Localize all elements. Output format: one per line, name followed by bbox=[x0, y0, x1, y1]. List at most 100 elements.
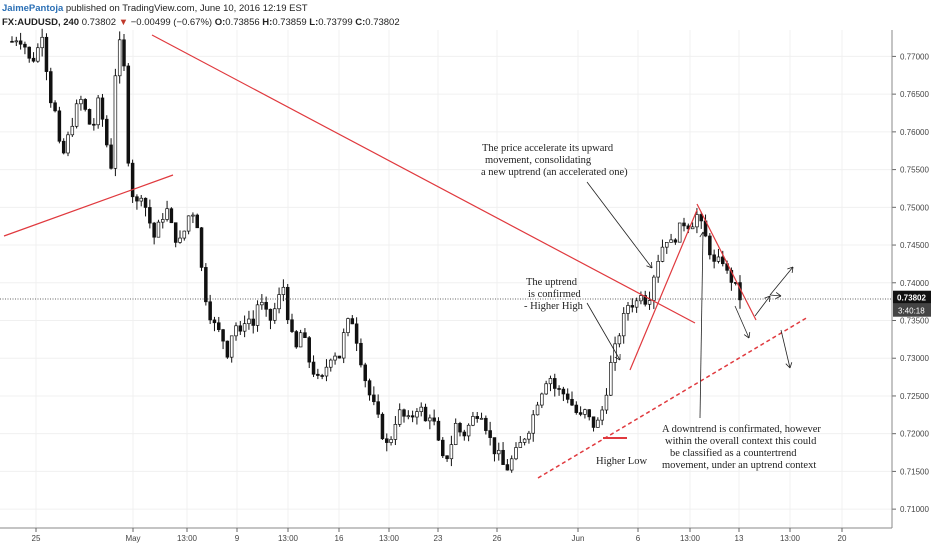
annotation-arrow[interactable] bbox=[586, 181, 653, 269]
candle bbox=[453, 418, 458, 446]
down-arrow-icon: ▼ bbox=[118, 17, 129, 28]
candle bbox=[428, 414, 432, 430]
high-value: 0.73859 bbox=[272, 17, 307, 28]
candle bbox=[484, 415, 488, 435]
candle bbox=[273, 302, 277, 324]
candle bbox=[238, 320, 243, 335]
candle bbox=[74, 99, 79, 129]
annotation-arrow[interactable] bbox=[734, 305, 751, 339]
last-price-tag-label: 0.73802 bbox=[897, 294, 926, 303]
last-price-tag bbox=[893, 290, 931, 304]
candle bbox=[126, 63, 131, 167]
annotation-arrow[interactable] bbox=[699, 231, 707, 419]
annotation-line: a new uptrend (an accelerated one) bbox=[481, 167, 628, 178]
candle bbox=[397, 403, 402, 427]
candle bbox=[298, 329, 303, 348]
x-tick-label: 13:00 bbox=[278, 534, 299, 543]
annotation-line: Higher Low bbox=[596, 456, 647, 467]
annotation-line: movement, consolidating bbox=[485, 155, 592, 166]
candle bbox=[604, 388, 609, 414]
x-tick-label: 16 bbox=[335, 534, 344, 543]
higher-low-note[interactable]: Higher Low bbox=[596, 456, 647, 467]
x-tick-label: 13:00 bbox=[780, 534, 801, 543]
candle bbox=[380, 412, 385, 440]
annotation-arrow[interactable] bbox=[754, 295, 771, 317]
annotation-arrow[interactable] bbox=[780, 329, 793, 369]
symbol-label[interactable]: FX:AUDUSD, 240 bbox=[2, 17, 80, 28]
high-label: H: bbox=[262, 17, 273, 28]
candle bbox=[367, 378, 372, 401]
candle bbox=[79, 95, 83, 111]
close-label: C: bbox=[355, 17, 366, 28]
candle bbox=[708, 233, 712, 260]
change-value: −0.00499 (−0.67%) bbox=[130, 17, 213, 28]
annotation-arrow[interactable] bbox=[586, 302, 621, 361]
annotation-line: A downtrend is confirmated, however bbox=[662, 424, 821, 435]
candle bbox=[716, 248, 721, 264]
annotation-line: - Higher High bbox=[524, 301, 584, 312]
candle bbox=[27, 46, 31, 63]
candle bbox=[527, 430, 531, 444]
candle bbox=[212, 316, 217, 332]
candle bbox=[682, 217, 686, 232]
candle bbox=[18, 32, 23, 50]
candle bbox=[53, 100, 57, 113]
descending-trendline[interactable] bbox=[151, 34, 696, 324]
candle bbox=[66, 131, 70, 157]
annotation-arrow[interactable] bbox=[769, 292, 782, 299]
candle bbox=[87, 108, 92, 125]
candle bbox=[574, 401, 579, 415]
annotation-line: The price accelerate its upward bbox=[482, 143, 614, 154]
accelerated-uptrend-note[interactable]: The price accelerate its upwardmovement,… bbox=[481, 143, 628, 178]
candle bbox=[303, 328, 307, 339]
candle bbox=[70, 117, 75, 137]
x-tick-label: 13 bbox=[735, 534, 744, 543]
last-price: 0.73802 bbox=[81, 17, 117, 28]
candle bbox=[242, 315, 247, 338]
candle bbox=[186, 215, 191, 235]
candle bbox=[100, 93, 105, 127]
downtrend-line[interactable] bbox=[696, 203, 757, 321]
candle bbox=[531, 410, 535, 442]
countdown-tag bbox=[893, 303, 931, 317]
candle bbox=[557, 385, 561, 396]
candle bbox=[699, 211, 703, 229]
candle bbox=[161, 213, 165, 229]
trendline-drawings bbox=[0, 34, 892, 479]
candle bbox=[385, 433, 389, 452]
close-value: 0.73802 bbox=[365, 17, 400, 28]
candle bbox=[436, 417, 441, 441]
candle bbox=[143, 197, 148, 217]
candle bbox=[389, 436, 393, 446]
publish-info: JaimePantoja published on TradingView.co… bbox=[2, 3, 308, 14]
author-link[interactable]: JaimePantoja bbox=[2, 3, 64, 14]
candle bbox=[173, 222, 178, 248]
annotation-arrow[interactable] bbox=[769, 266, 794, 296]
candle bbox=[122, 34, 126, 72]
uptrend-support-line[interactable] bbox=[537, 316, 809, 479]
candle bbox=[221, 328, 225, 350]
candle bbox=[195, 213, 199, 229]
candle bbox=[458, 421, 462, 437]
candle bbox=[634, 297, 639, 313]
candle bbox=[548, 375, 553, 392]
candle bbox=[294, 330, 299, 349]
rising-resistance-line[interactable] bbox=[3, 174, 174, 237]
candle bbox=[419, 402, 423, 417]
candle bbox=[217, 316, 221, 333]
candle bbox=[234, 322, 238, 341]
annotation-line: within the overall context this could bbox=[665, 436, 817, 447]
candle bbox=[479, 412, 484, 420]
accelerated-uptrend-line[interactable] bbox=[629, 209, 698, 371]
candle bbox=[44, 33, 49, 81]
candle bbox=[57, 106, 62, 144]
candle bbox=[320, 373, 324, 380]
candle bbox=[316, 368, 320, 380]
downtrend-note[interactable]: A downtrend is confirmated, howeverwithi… bbox=[662, 424, 821, 471]
candle bbox=[341, 328, 346, 364]
y-tick-label: 0.74000 bbox=[900, 279, 929, 288]
x-tick-label: 25 bbox=[32, 534, 41, 543]
open-value: 0.73856 bbox=[225, 17, 260, 28]
